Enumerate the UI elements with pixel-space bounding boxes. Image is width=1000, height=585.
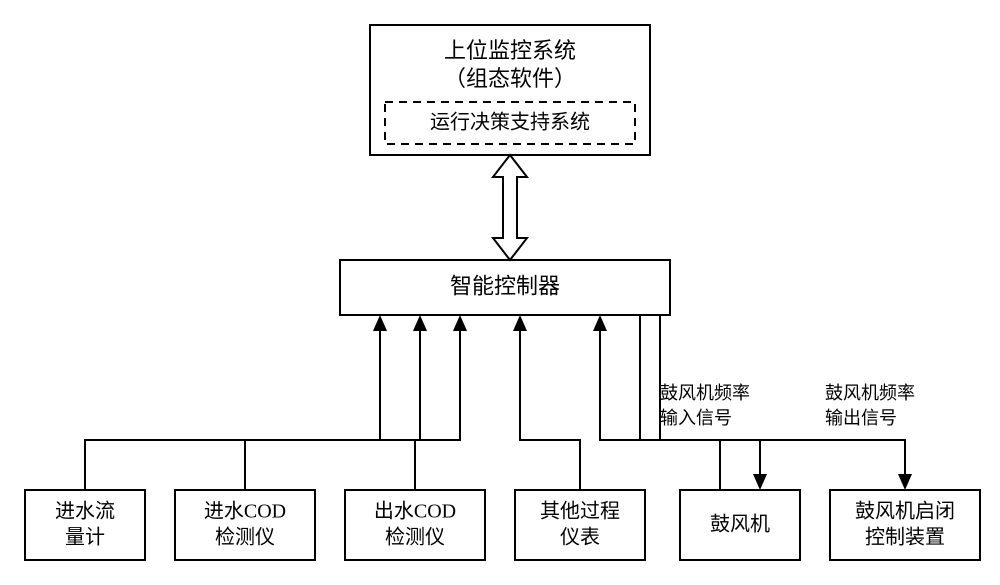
svg-text:仪表: 仪表 — [560, 526, 600, 549]
svg-text:鼓风机启闭: 鼓风机启闭 — [855, 500, 955, 523]
controller-label: 智能控制器 — [450, 274, 560, 299]
svg-text:检测仪: 检测仪 — [385, 526, 445, 549]
decision-support-label: 运行决策支持系统 — [430, 111, 590, 134]
svg-text:鼓风机: 鼓风机 — [710, 513, 770, 536]
svg-text:量计: 量计 — [65, 526, 105, 549]
supervisory-title-2: （组态软件） — [444, 66, 576, 91]
freq-out-label-2: 输出信号 — [825, 408, 897, 428]
svg-text:进水流: 进水流 — [55, 500, 115, 523]
freq-out-label-1: 鼓风机频率 — [825, 383, 915, 403]
svg-text:控制装置: 控制装置 — [865, 526, 945, 549]
svg-text:其他过程: 其他过程 — [540, 500, 620, 523]
svg-text:检测仪: 检测仪 — [215, 526, 275, 549]
freq-in-label-1: 鼓风机频率 — [660, 383, 750, 403]
svg-text:进水COD: 进水COD — [204, 500, 286, 523]
freq-in-label-2: 输入信号 — [660, 408, 732, 428]
svg-text:出水COD: 出水COD — [374, 500, 456, 523]
supervisory-title-1: 上位监控系统 — [444, 38, 576, 63]
